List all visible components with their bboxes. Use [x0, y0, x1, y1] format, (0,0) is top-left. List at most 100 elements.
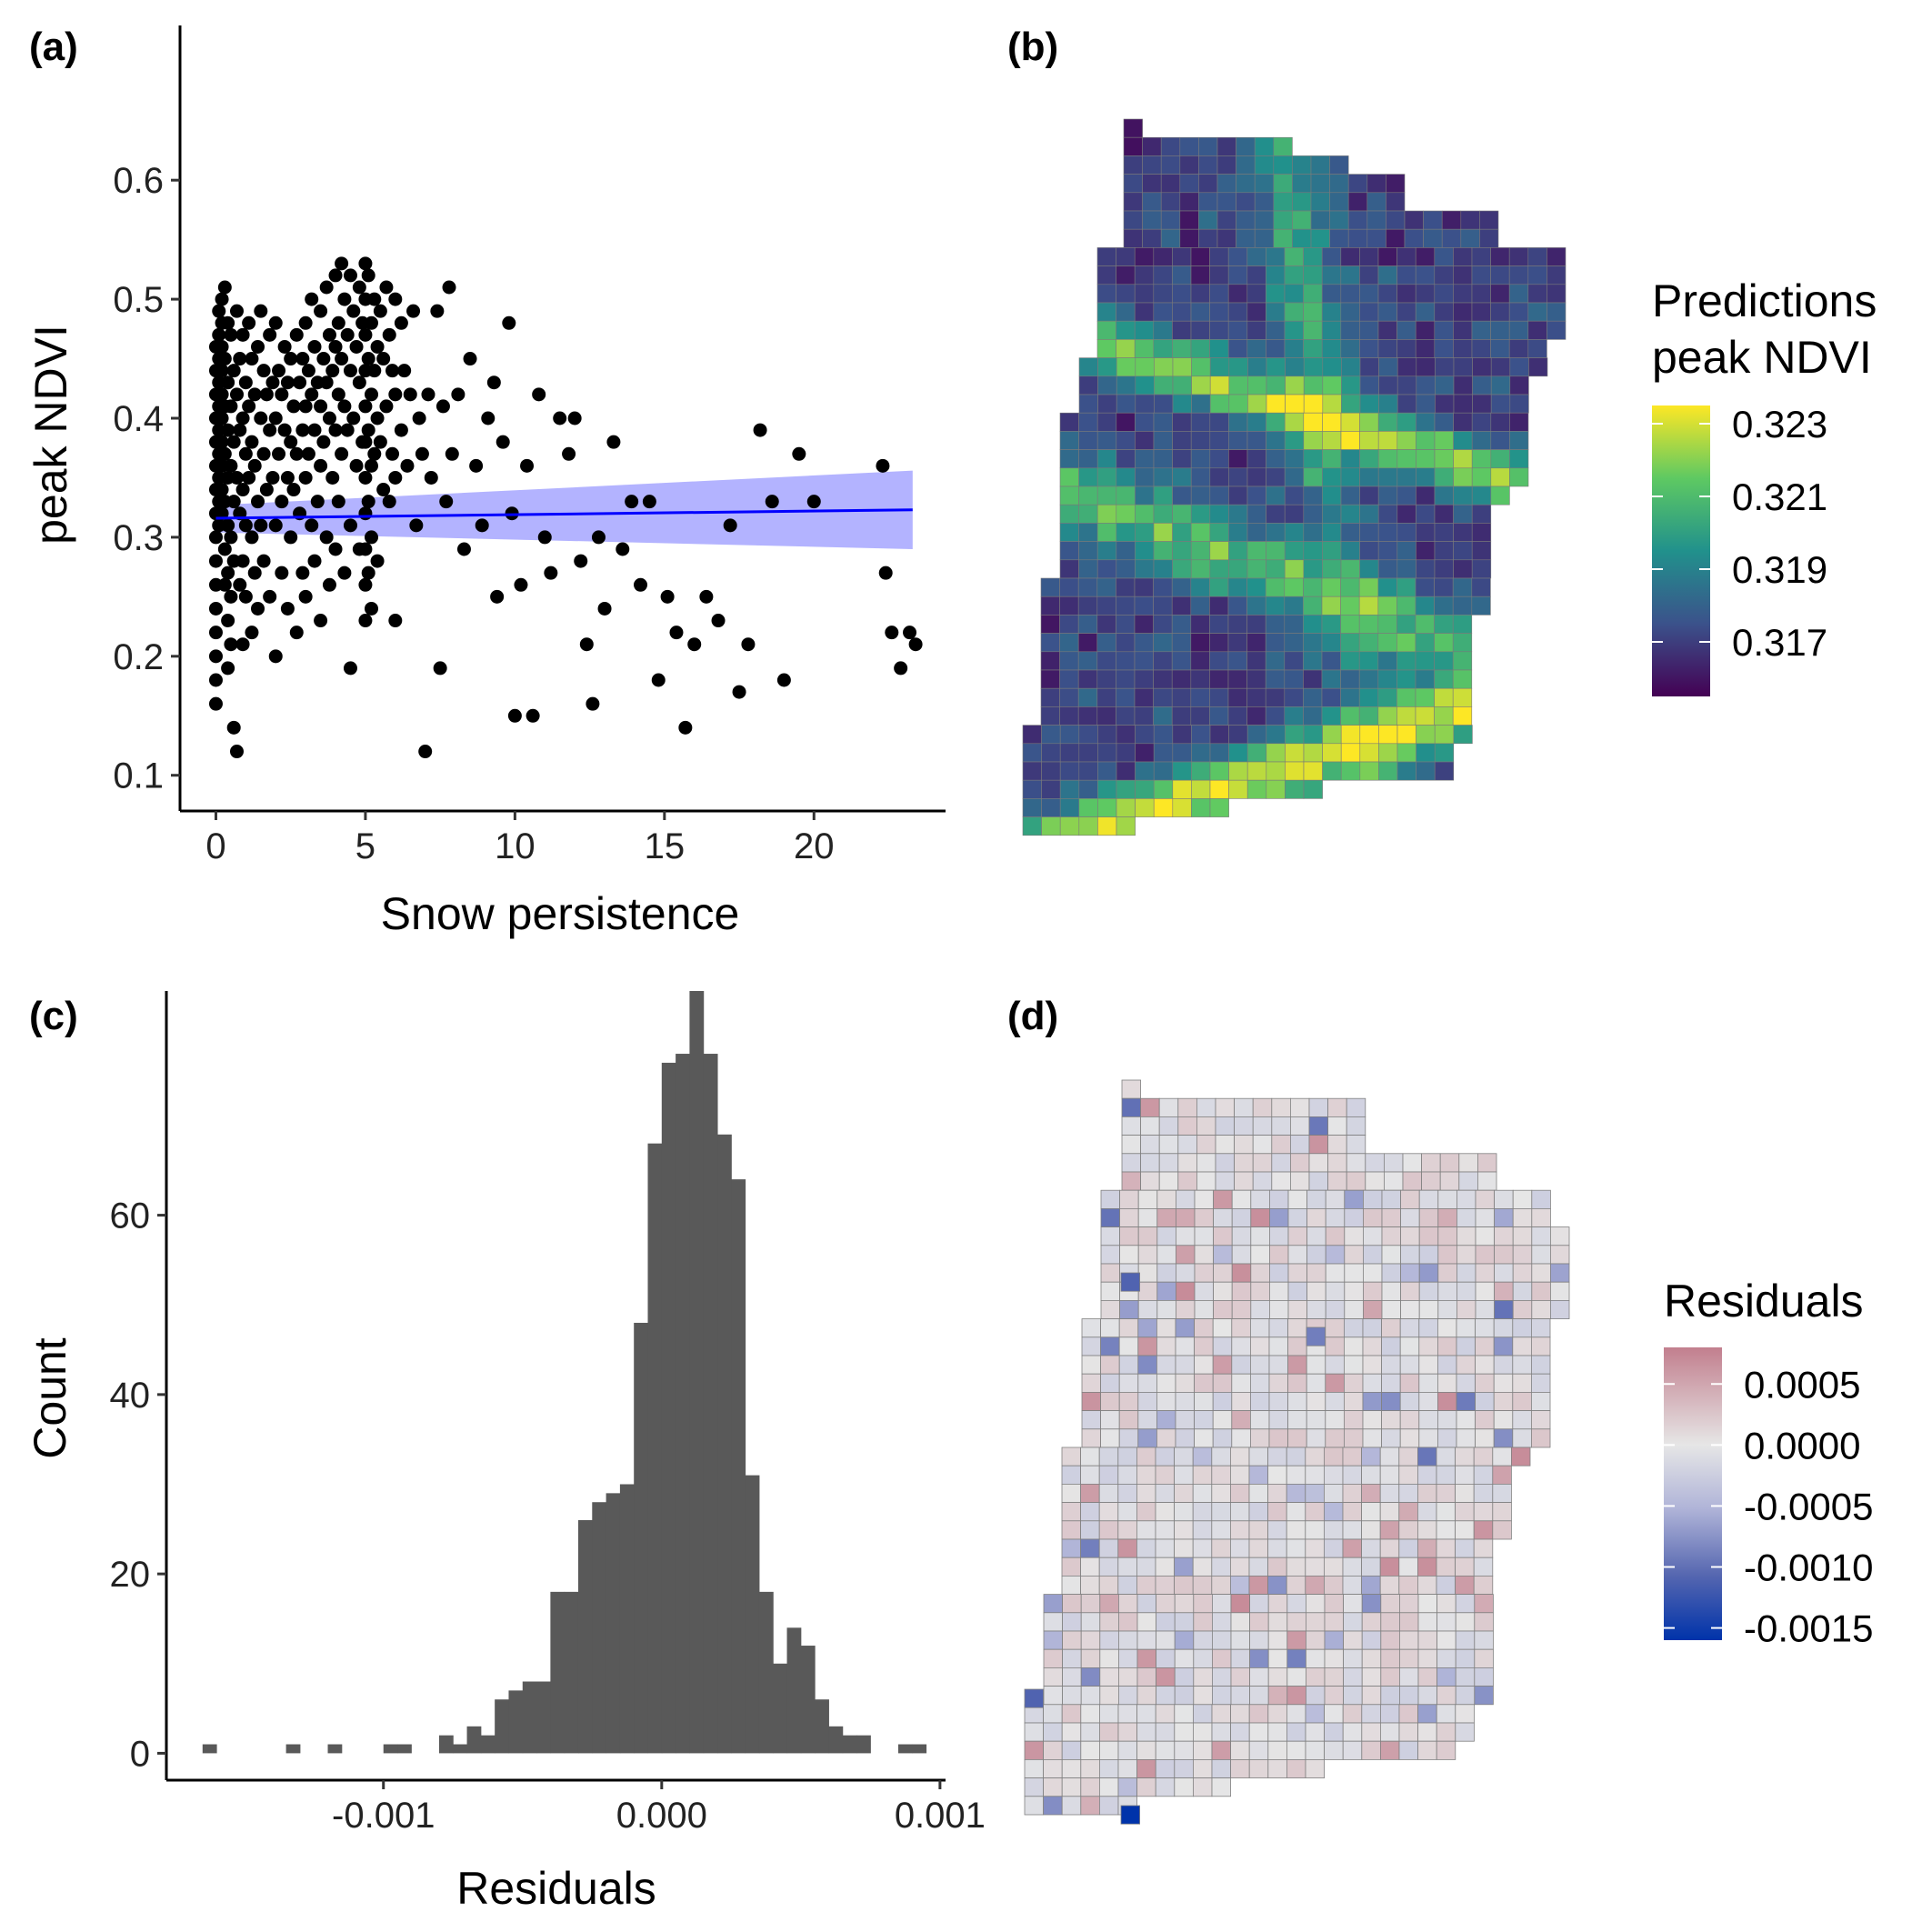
map-cell	[1174, 1704, 1194, 1724]
map-cell	[1135, 725, 1155, 745]
map-cell	[1310, 174, 1330, 194]
map-cell	[1381, 1410, 1401, 1430]
map-cell	[1340, 265, 1360, 285]
map-cell	[1153, 339, 1173, 358]
map-cell	[1096, 284, 1116, 304]
map-cell	[1043, 1777, 1063, 1797]
map-cell	[1097, 394, 1117, 414]
map-cell	[1434, 265, 1454, 285]
panel-d-label: (d)	[1007, 994, 1058, 1038]
map-cell	[1287, 1336, 1307, 1356]
map-cell	[1116, 284, 1136, 304]
map-cell	[1359, 320, 1379, 340]
map-cell	[1511, 1446, 1531, 1467]
data-point	[245, 352, 259, 366]
map-cell	[1215, 1097, 1236, 1117]
map-cell	[1266, 375, 1286, 395]
map-cell	[1136, 1594, 1157, 1614]
map-cell	[1471, 504, 1492, 524]
map-cell	[1361, 1465, 1381, 1485]
map-cell	[1230, 1648, 1251, 1668]
map-cell	[1306, 1594, 1326, 1614]
map-cell	[1398, 1740, 1419, 1760]
map-cell	[1174, 1740, 1194, 1760]
map-cell	[1361, 1520, 1381, 1540]
map-cell	[1096, 651, 1116, 671]
map-cell	[1366, 228, 1386, 248]
map-cell	[1227, 596, 1247, 616]
colorbar-tick-label: 0.0005	[1744, 1363, 1860, 1406]
map-cell	[1359, 265, 1379, 285]
data-point	[301, 364, 315, 378]
map-cell	[1193, 1612, 1213, 1632]
map-cell	[1303, 743, 1323, 763]
map-cell	[1061, 1740, 1082, 1760]
map-cell	[1363, 1263, 1383, 1283]
histogram-bar	[508, 1690, 524, 1754]
data-point	[365, 530, 378, 545]
map-cell	[1267, 1465, 1287, 1485]
map-cell	[1078, 357, 1098, 377]
map-cell	[1325, 1226, 1346, 1246]
map-cell	[1508, 265, 1529, 285]
map-cell	[1247, 357, 1267, 377]
map-cell	[1492, 1502, 1512, 1522]
map-cell	[1273, 155, 1293, 175]
map-cell	[1116, 412, 1136, 432]
map-cell	[1209, 265, 1229, 285]
map-cell	[1249, 1630, 1269, 1650]
map-cell	[1474, 1686, 1494, 1706]
map-cell	[1136, 1520, 1156, 1540]
map-cell	[1287, 1428, 1307, 1448]
map-cell	[1284, 412, 1305, 432]
map-cell	[1473, 1502, 1494, 1522]
map-cell	[1303, 687, 1323, 707]
map-cell	[1418, 1189, 1439, 1209]
data-point	[314, 399, 328, 414]
map-cell	[1043, 1796, 1063, 1816]
map-cell	[1284, 504, 1305, 524]
map-cell	[1248, 1557, 1269, 1577]
map-cell	[1286, 1759, 1306, 1779]
map-cell	[1123, 210, 1143, 230]
data-point	[765, 495, 779, 509]
map-cell	[1153, 651, 1173, 671]
map-cell	[1416, 523, 1436, 542]
map-cell	[1043, 1686, 1064, 1706]
map-cell	[1417, 1648, 1438, 1668]
map-cell	[1457, 1245, 1477, 1265]
data-point	[586, 696, 600, 711]
data-point	[337, 399, 352, 414]
map-cell	[1140, 1171, 1160, 1191]
map-cell	[1434, 284, 1454, 304]
map-cell	[1321, 596, 1341, 616]
map-cell	[1550, 1281, 1570, 1301]
map-cell	[1192, 1557, 1213, 1577]
map-cell	[1216, 155, 1236, 175]
map-cell	[1266, 412, 1286, 432]
map-cell	[1118, 1686, 1138, 1706]
map-cell	[1457, 1281, 1477, 1301]
map-cell	[1325, 1392, 1345, 1412]
map-cell	[1194, 1226, 1215, 1246]
map-cell	[1508, 247, 1529, 266]
map-cell	[1099, 1759, 1119, 1779]
map-cell	[1436, 1484, 1457, 1504]
map-cell	[1096, 449, 1117, 469]
map-cell	[1396, 523, 1416, 542]
data-point	[233, 423, 247, 437]
map-cell	[1418, 1355, 1438, 1375]
map-cell	[1453, 486, 1473, 506]
map-cell	[1080, 1630, 1101, 1650]
map-cell	[1194, 1318, 1214, 1338]
map-cell	[1452, 669, 1473, 689]
map-cell	[1158, 1153, 1179, 1173]
map-cell	[1361, 1630, 1382, 1650]
map-cell	[1269, 1208, 1289, 1228]
map-cell	[1303, 320, 1323, 340]
map-cell	[1306, 1392, 1326, 1412]
data-point	[370, 411, 385, 425]
map-cell	[1227, 265, 1248, 285]
